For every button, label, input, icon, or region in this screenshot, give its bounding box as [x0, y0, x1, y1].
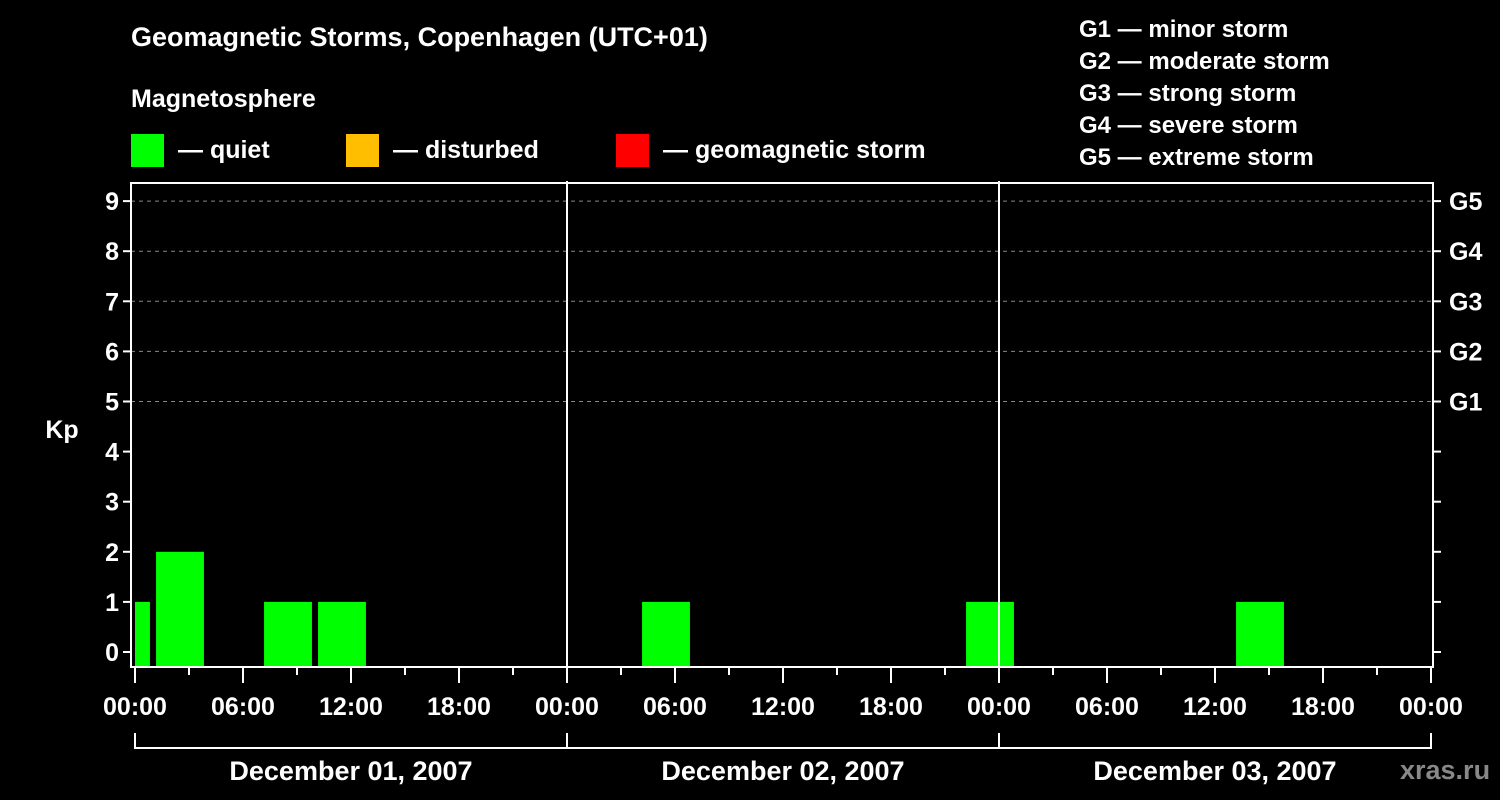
storm-scale-item: G5 — extreme storm [1079, 144, 1314, 171]
x-tick-label: 00:00 [103, 693, 167, 721]
quiet-swatch [131, 134, 164, 167]
kp-bar [642, 601, 690, 667]
storm-scale-item: G1 — minor storm [1079, 16, 1289, 43]
legend-label: — disturbed [393, 136, 539, 164]
kp-bar [318, 601, 366, 667]
x-tick-label: 06:00 [643, 693, 707, 721]
x-tick-label: 12:00 [1183, 693, 1247, 721]
storm-scale-item: G2 — moderate storm [1079, 48, 1330, 75]
x-tick-label: 00:00 [1399, 693, 1463, 721]
day-label: December 03, 2007 [1093, 756, 1336, 786]
legend-disturbed: — disturbed [346, 134, 539, 167]
x-tick-label: 18:00 [1291, 693, 1355, 721]
storm-scale-item: G3 — strong storm [1079, 80, 1297, 107]
y-tick-label: 3 [105, 489, 119, 517]
y-tick-label: 4 [105, 439, 119, 467]
disturbed-swatch [346, 134, 379, 167]
x-tick-label: 18:00 [427, 693, 491, 721]
x-tick-label: 00:00 [535, 693, 599, 721]
y-tick-label: 5 [105, 389, 119, 417]
x-tick-label: 06:00 [1075, 693, 1139, 721]
legend-storm: — geomagnetic storm [616, 134, 926, 167]
y-tick-label: 1 [105, 589, 119, 617]
y-tick-label: 7 [105, 288, 119, 316]
kp-bar [966, 601, 1014, 667]
kp-bar [1236, 601, 1284, 667]
x-tick-label: 12:00 [751, 693, 815, 721]
legend-quiet: — quiet [131, 134, 270, 167]
y-tick-label: 8 [105, 238, 119, 266]
kp-bar [135, 601, 150, 667]
chart-title: Geomagnetic Storms, Copenhagen (UTC+01) [131, 22, 708, 52]
y-tick-label: 0 [105, 639, 119, 667]
y-tick-label: 2 [105, 539, 119, 567]
watermark: xras.ru [1400, 755, 1491, 785]
plot-frame [130, 182, 1434, 668]
legend-label: — geomagnetic storm [663, 136, 926, 164]
grid-lines [131, 200, 1433, 402]
y-tick-label: 9 [105, 188, 119, 216]
storm-swatch [616, 134, 649, 167]
g-scale-label: G2 [1449, 338, 1482, 366]
g-scale-label: G4 [1449, 238, 1482, 266]
g-scale-label: G3 [1449, 288, 1482, 316]
x-tick-label: 00:00 [967, 693, 1031, 721]
day-label: December 01, 2007 [229, 756, 472, 786]
x-tick-label: 06:00 [211, 693, 275, 721]
g-scale-label: G5 [1449, 188, 1482, 216]
y-tick-label: 6 [105, 338, 119, 366]
kp-bar [156, 551, 204, 667]
storm-scale-item: G4 — severe storm [1079, 112, 1298, 139]
storm-scale-list: G1 — minor storm G2 — moderate storm G3 … [1079, 14, 1330, 174]
kp-bars [135, 551, 1284, 667]
g-scale-label: G1 [1449, 389, 1482, 417]
legend-title: Magnetosphere [131, 85, 316, 113]
legend-label: — quiet [178, 136, 270, 164]
day-label: December 02, 2007 [661, 756, 904, 786]
axes: 0 1 2 3 4 5 6 7 8 9 G1 G2 G3 G4 G5 00:00 06:00 12:00 18:00… [103, 181, 1482, 786]
x-tick-label: 18:00 [859, 693, 923, 721]
x-tick-label: 12:00 [319, 693, 383, 721]
kp-bar [264, 601, 312, 667]
y-axis-label: Kp [45, 416, 78, 444]
